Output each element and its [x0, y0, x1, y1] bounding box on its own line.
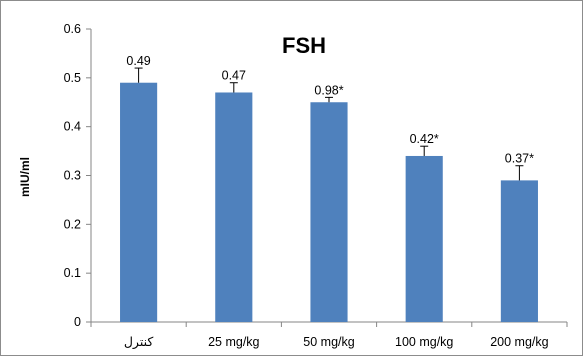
y-tick-label: 0.2: [64, 217, 81, 231]
bar: [405, 155, 443, 322]
data-label: 0.37*: [505, 152, 534, 166]
y-tick-label: 0.1: [64, 266, 81, 280]
y-tick-label: 0.4: [64, 120, 81, 134]
chart-title: FSH: [282, 33, 326, 58]
y-tick-label: 0.6: [64, 22, 81, 36]
y-tick-label: 0: [74, 315, 81, 329]
x-tick-label: 50 mg/kg: [303, 335, 354, 349]
y-tick-label: 0.3: [64, 169, 81, 183]
bar: [215, 92, 253, 322]
bar: [120, 82, 158, 322]
x-tick-label: 200 mg/kg: [490, 335, 548, 349]
x-tick-label: كنترل: [124, 335, 155, 350]
x-tick-label: 100 mg/kg: [395, 335, 453, 349]
data-label: 0.42*: [410, 132, 439, 146]
y-axis-title: mIU/ml: [18, 157, 32, 197]
data-label: 0.47: [222, 69, 246, 83]
y-tick-label: 0.5: [64, 71, 81, 85]
plot-area: 0 0.1 0.2 0.3 0.4 0.5 0.6 0.49 كنترل 0.47 25 mg/kg…: [64, 22, 568, 350]
bar: [310, 102, 348, 322]
data-label: 0.49: [126, 54, 150, 68]
data-label: 0.98*: [314, 83, 343, 97]
x-tick-label: 25 mg/kg: [208, 335, 259, 349]
bar: [500, 180, 538, 322]
